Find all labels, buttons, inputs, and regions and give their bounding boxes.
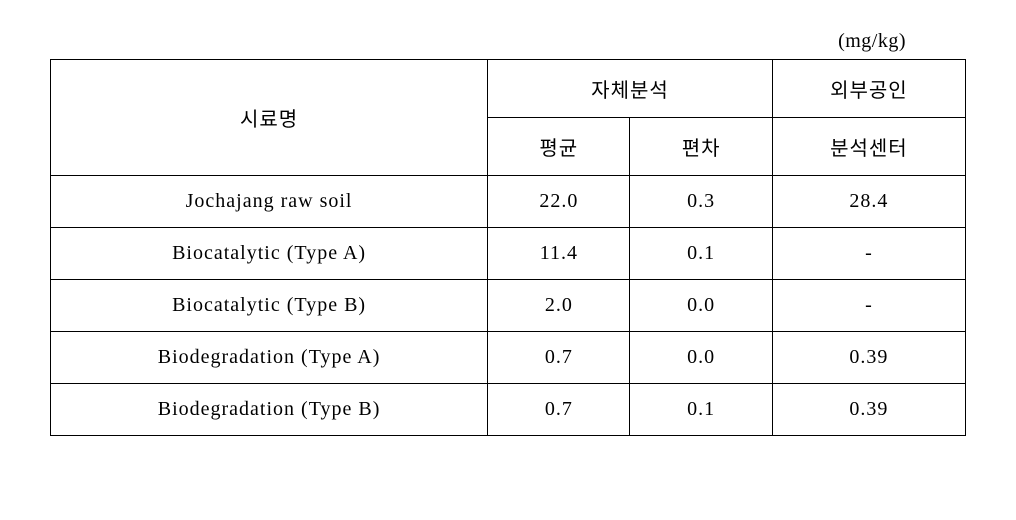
cell-ext: 0.39 xyxy=(772,384,965,436)
unit-label: (mg/kg) xyxy=(50,30,966,53)
header-self-analysis: 자체분석 xyxy=(488,60,773,118)
cell-sample-name: Biocatalytic (Type A) xyxy=(51,228,488,280)
cell-sample-name: Jochajang raw soil xyxy=(51,176,488,228)
cell-ext: 28.4 xyxy=(772,176,965,228)
cell-mean: 0.7 xyxy=(488,332,630,384)
cell-ext: 0.39 xyxy=(772,332,965,384)
cell-mean: 11.4 xyxy=(488,228,630,280)
cell-sample-name: Biodegradation (Type B) xyxy=(51,384,488,436)
cell-mean: 22.0 xyxy=(488,176,630,228)
cell-mean: 0.7 xyxy=(488,384,630,436)
table-header: 시료명 자체분석 외부공인 평균 편차 분석센터 xyxy=(51,60,966,176)
table-row: Biodegradation (Type A) 0.7 0.0 0.39 xyxy=(51,332,966,384)
table-row: Jochajang raw soil 22.0 0.3 28.4 xyxy=(51,176,966,228)
table-row: Biocatalytic (Type A) 11.4 0.1 - xyxy=(51,228,966,280)
cell-dev: 0.0 xyxy=(630,280,772,332)
table-body: Jochajang raw soil 22.0 0.3 28.4 Biocata… xyxy=(51,176,966,436)
table-row: Biocatalytic (Type B) 2.0 0.0 - xyxy=(51,280,966,332)
cell-dev: 0.3 xyxy=(630,176,772,228)
data-table: 시료명 자체분석 외부공인 평균 편차 분석센터 Jochajang raw s… xyxy=(50,59,966,436)
header-external-top: 외부공인 xyxy=(772,60,965,118)
cell-sample-name: Biocatalytic (Type B) xyxy=(51,280,488,332)
cell-ext: - xyxy=(772,280,965,332)
cell-ext: - xyxy=(772,228,965,280)
cell-dev: 0.0 xyxy=(630,332,772,384)
header-sample-name: 시료명 xyxy=(51,60,488,176)
header-deviation: 편차 xyxy=(630,118,772,176)
cell-sample-name: Biodegradation (Type A) xyxy=(51,332,488,384)
header-external-bottom: 분석센터 xyxy=(772,118,965,176)
cell-mean: 2.0 xyxy=(488,280,630,332)
header-mean: 평균 xyxy=(488,118,630,176)
cell-dev: 0.1 xyxy=(630,228,772,280)
table-row: Biodegradation (Type B) 0.7 0.1 0.39 xyxy=(51,384,966,436)
cell-dev: 0.1 xyxy=(630,384,772,436)
header-row-1: 시료명 자체분석 외부공인 xyxy=(51,60,966,118)
